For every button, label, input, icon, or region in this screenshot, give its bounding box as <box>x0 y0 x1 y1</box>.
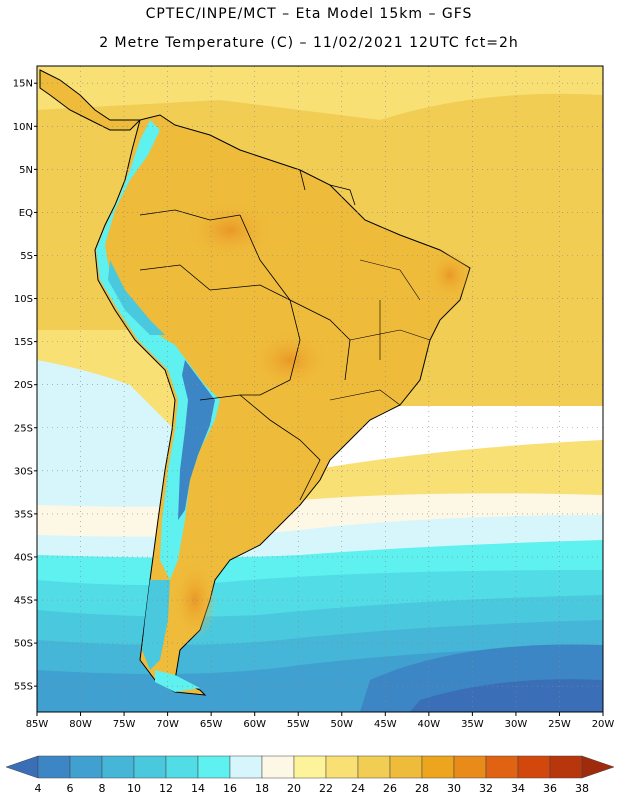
map-frame <box>36 65 604 713</box>
lat-tick-label: 20S <box>14 380 33 391</box>
colorbar <box>5 755 615 779</box>
lon-tick-label: 30W <box>505 719 528 730</box>
lon-tick-label: 25W <box>548 719 571 730</box>
longitude-axis: 85W 80W 75W 70W 65W 60W 55W 50W 45W 40W 35W 30W 25W 2… <box>26 712 615 730</box>
colorbar-segment <box>101 755 135 779</box>
lat-tick-label: 10S <box>14 294 33 305</box>
ocean-band-south-4 <box>410 679 603 712</box>
colorbar-label: 10 <box>127 782 141 795</box>
andes-core-north <box>108 260 165 335</box>
lat-tick-label: 25S <box>14 423 33 434</box>
lon-tick-label: 65W <box>200 719 223 730</box>
lat-tick-label: 5S <box>20 251 33 262</box>
lat-tick-label: 30S <box>14 466 33 477</box>
colorbar-label: 38 <box>575 782 589 795</box>
lon-tick-label: 80W <box>69 719 92 730</box>
warm-spot-northeast <box>428 250 472 300</box>
colorbar-label: 12 <box>159 782 173 795</box>
colorbar-label: 4 <box>35 782 42 795</box>
lon-tick-label: 50W <box>330 719 353 730</box>
lon-tick-label: 40W <box>418 719 441 730</box>
lon-tick-label: 70W <box>156 719 179 730</box>
lat-tick-label: 50S <box>14 639 33 650</box>
colorbar-labels: 4 6 8 10 12 14 16 18 20 22 24 26 28 30 32 34 36 38 <box>35 782 590 795</box>
lat-tick-label: 55S <box>14 682 33 693</box>
warm-spot-amazon <box>185 200 275 260</box>
temperature-field <box>37 66 603 712</box>
colorbar-segment <box>485 755 519 779</box>
patagonia-cold <box>142 580 170 670</box>
colorbar-segment <box>197 755 231 779</box>
colorbar-segment <box>37 755 71 779</box>
ocean-band-north <box>37 66 603 120</box>
map-title: CPTEC/INPE/MCT – Eta Model 15km – GFS <box>145 6 473 22</box>
map-subtitle: 2 Metre Temperature (C) – 11/02/2021 12U… <box>99 35 519 51</box>
warm-spot-patagonia <box>173 560 217 640</box>
colorbar-label: 16 <box>223 782 237 795</box>
colorbar-label: 30 <box>447 782 461 795</box>
colorbar-segment <box>389 755 423 779</box>
colorbar-segment <box>549 755 583 779</box>
colorbar-label: 26 <box>383 782 397 795</box>
latitude-axis: 15N 10N 5N EQ 5S 10S 15S 20S 25S 30S 35S 40S 45S 50S 5… <box>13 79 37 693</box>
lon-tick-label: 35W <box>461 719 484 730</box>
colorbar-label: 28 <box>415 782 429 795</box>
lat-tick-label: 45S <box>14 596 33 607</box>
colorbar-segment <box>293 755 327 779</box>
colorbar-label: 18 <box>255 782 269 795</box>
warm-spot-center <box>250 330 330 390</box>
colorbar-segment <box>261 755 295 779</box>
colorbar-segment <box>357 755 391 779</box>
andes-core <box>178 360 215 520</box>
colorbar-segment <box>325 755 359 779</box>
colorbar-arrow-high <box>581 755 615 779</box>
lon-tick-label: 20W <box>592 719 615 730</box>
lat-tick-label: EQ <box>19 208 33 219</box>
country-borders <box>139 169 356 501</box>
central-america-land <box>39 69 142 131</box>
lat-tick-label: 10N <box>13 122 33 133</box>
colorbar-label: 22 <box>319 782 333 795</box>
colorbar-segment <box>133 755 167 779</box>
colorbar-label: 6 <box>67 782 74 795</box>
lon-tick-label: 55W <box>287 719 310 730</box>
colorbar-segment <box>517 755 551 779</box>
colorbar-segment <box>165 755 199 779</box>
southern-tip <box>155 670 200 692</box>
colorbar-segment <box>229 755 263 779</box>
lon-tick-label: 85W <box>26 719 49 730</box>
colorbar-label: 32 <box>479 782 493 795</box>
colorbar-arrow-low <box>5 755 39 779</box>
lat-tick-label: 15S <box>14 337 33 348</box>
colorbar-label: 14 <box>191 782 205 795</box>
colorbar-segment <box>69 755 103 779</box>
colorbar-label: 24 <box>351 782 365 795</box>
lon-tick-label: 60W <box>243 719 266 730</box>
colorbar-segment <box>421 755 455 779</box>
colorbar-label: 8 <box>99 782 106 795</box>
colorbar-label: 20 <box>287 782 301 795</box>
lat-tick-label: 15N <box>13 79 33 90</box>
state-borders <box>329 259 431 406</box>
lon-tick-label: 45W <box>374 719 397 730</box>
lon-tick-label: 75W <box>113 719 136 730</box>
colorbar-segment <box>453 755 487 779</box>
colorbar-label: 34 <box>511 782 525 795</box>
lat-tick-label: 5N <box>19 165 33 176</box>
lat-tick-label: 40S <box>14 552 33 563</box>
lat-tick-label: 35S <box>14 509 33 520</box>
colorbar-label: 36 <box>543 782 557 795</box>
